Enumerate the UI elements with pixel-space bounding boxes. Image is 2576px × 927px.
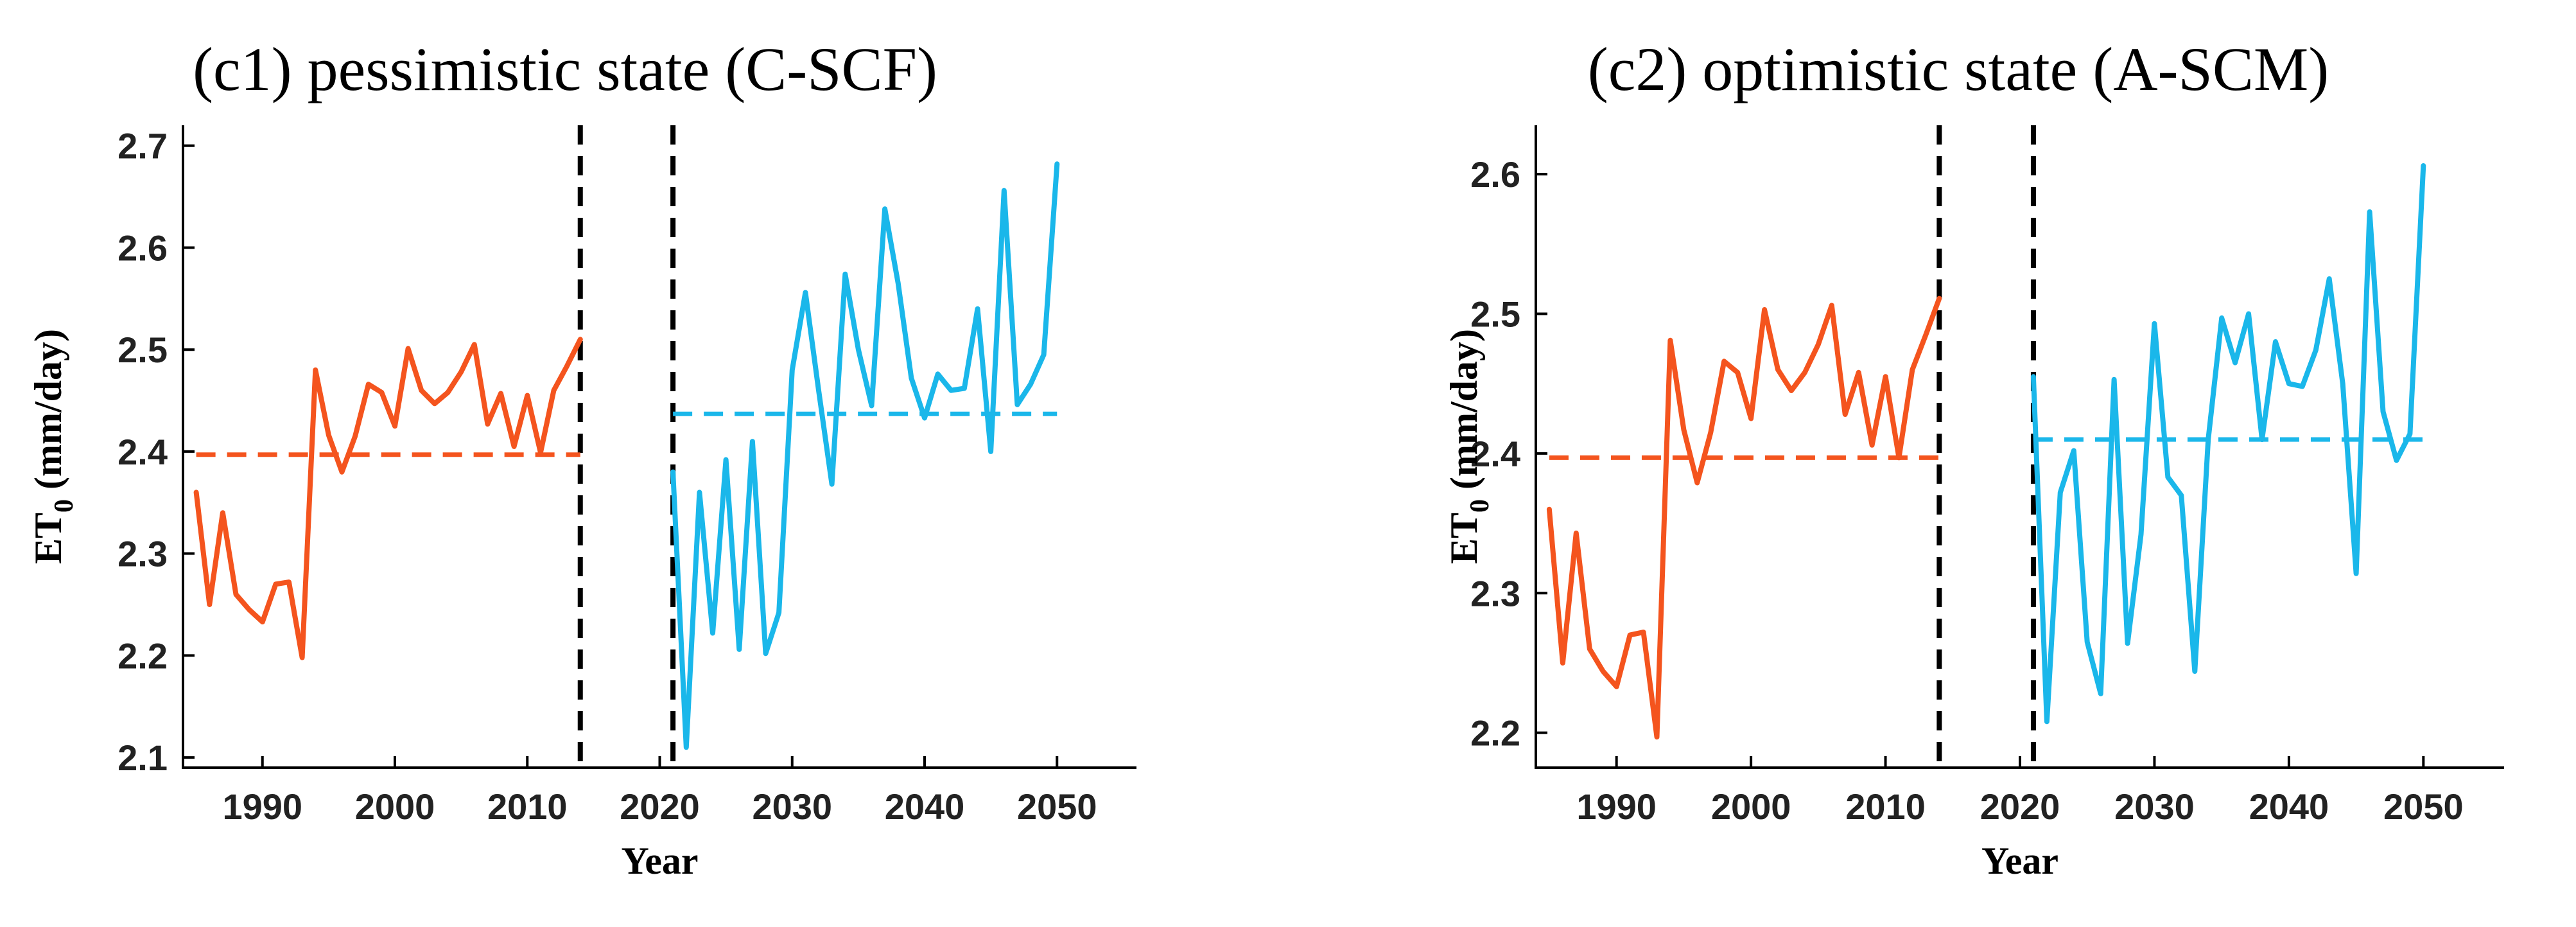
- chart-title: (c2) optimistic state (A-SCM): [1588, 35, 2329, 103]
- x-tick-label: 2040: [885, 786, 965, 827]
- y-tick-label: 2.3: [1470, 573, 1520, 614]
- x-tick-label: 2020: [1980, 786, 2060, 827]
- x-tick-label: 2030: [2114, 786, 2195, 827]
- y-tick-label: 2.3: [117, 534, 168, 574]
- axes-frame: [1535, 125, 2504, 769]
- y-tick-label: 2.7: [117, 126, 168, 166]
- chart-title: (c1) pessimistic state (C-SCF): [193, 35, 937, 103]
- series-line-2: [2030, 163, 2426, 725]
- x-tick-label: 2010: [1845, 786, 1926, 827]
- chart-panel-2: (c2) optimistic state (A-SCM) 2.2 2.3 2.4 2.…: [1443, 35, 2504, 882]
- x-tick-label: 1990: [1576, 786, 1657, 827]
- y-axis-label-subscript: 0: [49, 499, 79, 513]
- series-line-1: [1546, 296, 1942, 740]
- y-tick-label: 2.6: [1470, 154, 1520, 195]
- y-axis-label-main: ET: [27, 513, 69, 564]
- y-axis-label-unit: (mm/day): [1443, 329, 1485, 499]
- x-tick-label: 2010: [487, 786, 568, 827]
- y-axis-label: ET0 (mm/day): [27, 329, 79, 564]
- y-axis-label: ET0 (mm/day): [1443, 329, 1495, 564]
- y-tick-label: 2.1: [117, 737, 168, 778]
- y-tick-label: 2.6: [117, 227, 168, 268]
- x-axis-label: Year: [622, 840, 699, 882]
- x-tick-label: 2030: [752, 786, 832, 827]
- axes-frame: [182, 125, 1136, 769]
- y-tick-label: 2.2: [117, 635, 168, 676]
- x-tick-label: 2020: [620, 786, 700, 827]
- y-axis-label-main: ET: [1443, 513, 1485, 564]
- series-line-2: [670, 161, 1060, 750]
- x-tick-label: 2050: [2383, 786, 2464, 827]
- x-tick-label: 2040: [2249, 786, 2329, 827]
- y-tick-label: 2.2: [1470, 713, 1520, 754]
- y-tick-label: 2.4: [117, 432, 168, 472]
- y-tick-label: 2.5: [117, 330, 168, 370]
- y-axis-label-subscript: 0: [1465, 499, 1495, 513]
- y-tick-label: 2.4: [1470, 434, 1520, 474]
- y-tick-label: 2.5: [1470, 294, 1520, 334]
- y-axis-label-unit: (mm/day): [27, 329, 69, 499]
- chart-panel-1: (c1) pessimistic state (C-SCF) 2.1 2.2 2.3 2…: [27, 35, 1136, 882]
- series-line-1: [193, 337, 583, 660]
- x-tick-label: 1990: [222, 786, 302, 827]
- x-axis-label: Year: [1981, 840, 2058, 882]
- x-tick-label: 2050: [1017, 786, 1097, 827]
- x-tick-label: 2000: [355, 786, 435, 827]
- x-tick-label: 2000: [1711, 786, 1791, 827]
